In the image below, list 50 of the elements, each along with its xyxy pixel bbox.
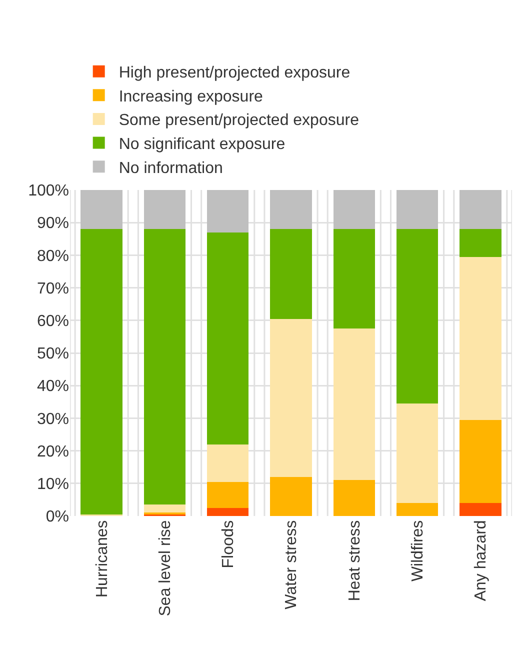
- bar: [270, 190, 312, 230]
- y-tick-label: 20%: [36, 443, 69, 460]
- bar: [396, 229, 438, 404]
- x-tick-label: Sea level rise: [156, 520, 174, 616]
- bar: [80, 229, 122, 514]
- bar: [460, 190, 502, 230]
- y-tick-label: 90%: [36, 215, 69, 232]
- y-tick-label: 70%: [36, 280, 69, 298]
- bar: [207, 232, 249, 444]
- x-tick-label: Any hazard: [472, 520, 490, 602]
- bar: [207, 508, 249, 516]
- bar: [333, 229, 375, 329]
- x-tick-label: Hurricanes: [94, 520, 111, 598]
- bar: [460, 420, 502, 503]
- bar: [270, 476, 312, 516]
- bar: [396, 190, 438, 230]
- bar: [333, 190, 375, 230]
- bar: [144, 190, 186, 230]
- x-tick-label: Wildfires: [409, 520, 426, 582]
- y-tick-label: 0%: [46, 508, 69, 526]
- bar: [270, 229, 312, 319]
- bar: [333, 328, 375, 480]
- y-tick-label: 30%: [36, 410, 69, 428]
- bar: [144, 504, 186, 513]
- legend-label: No significant exposure: [118, 136, 286, 154]
- y-tick-label: 60%: [36, 313, 69, 330]
- legend-label: No information: [118, 160, 223, 177]
- bar: [333, 480, 375, 516]
- bar: [396, 404, 438, 503]
- y-tick-label: 100%: [28, 182, 69, 200]
- x-tick-label: Floods: [220, 520, 238, 568]
- legend-label: High present/projected exposure: [118, 64, 350, 82]
- bar: [460, 256, 502, 420]
- bar: [460, 502, 502, 516]
- y-tick-label: 80%: [36, 248, 69, 265]
- x-tick-label: Heat stress: [346, 520, 364, 602]
- bar: [144, 229, 186, 505]
- x-tick-label: Water stress: [283, 520, 300, 610]
- bar: [396, 502, 438, 516]
- legend-label: Some present/projected exposure: [118, 112, 360, 130]
- y-tick-label: 10%: [36, 476, 69, 493]
- bar: [270, 318, 312, 477]
- y-tick-label: 50%: [36, 346, 69, 363]
- y-tick-label: 40%: [36, 378, 69, 396]
- bar: [80, 190, 122, 230]
- legend-label: Increasing exposure: [118, 88, 264, 106]
- bar: [460, 229, 502, 257]
- bar: [207, 444, 249, 482]
- bar: [207, 482, 249, 508]
- bar: [207, 190, 249, 232]
